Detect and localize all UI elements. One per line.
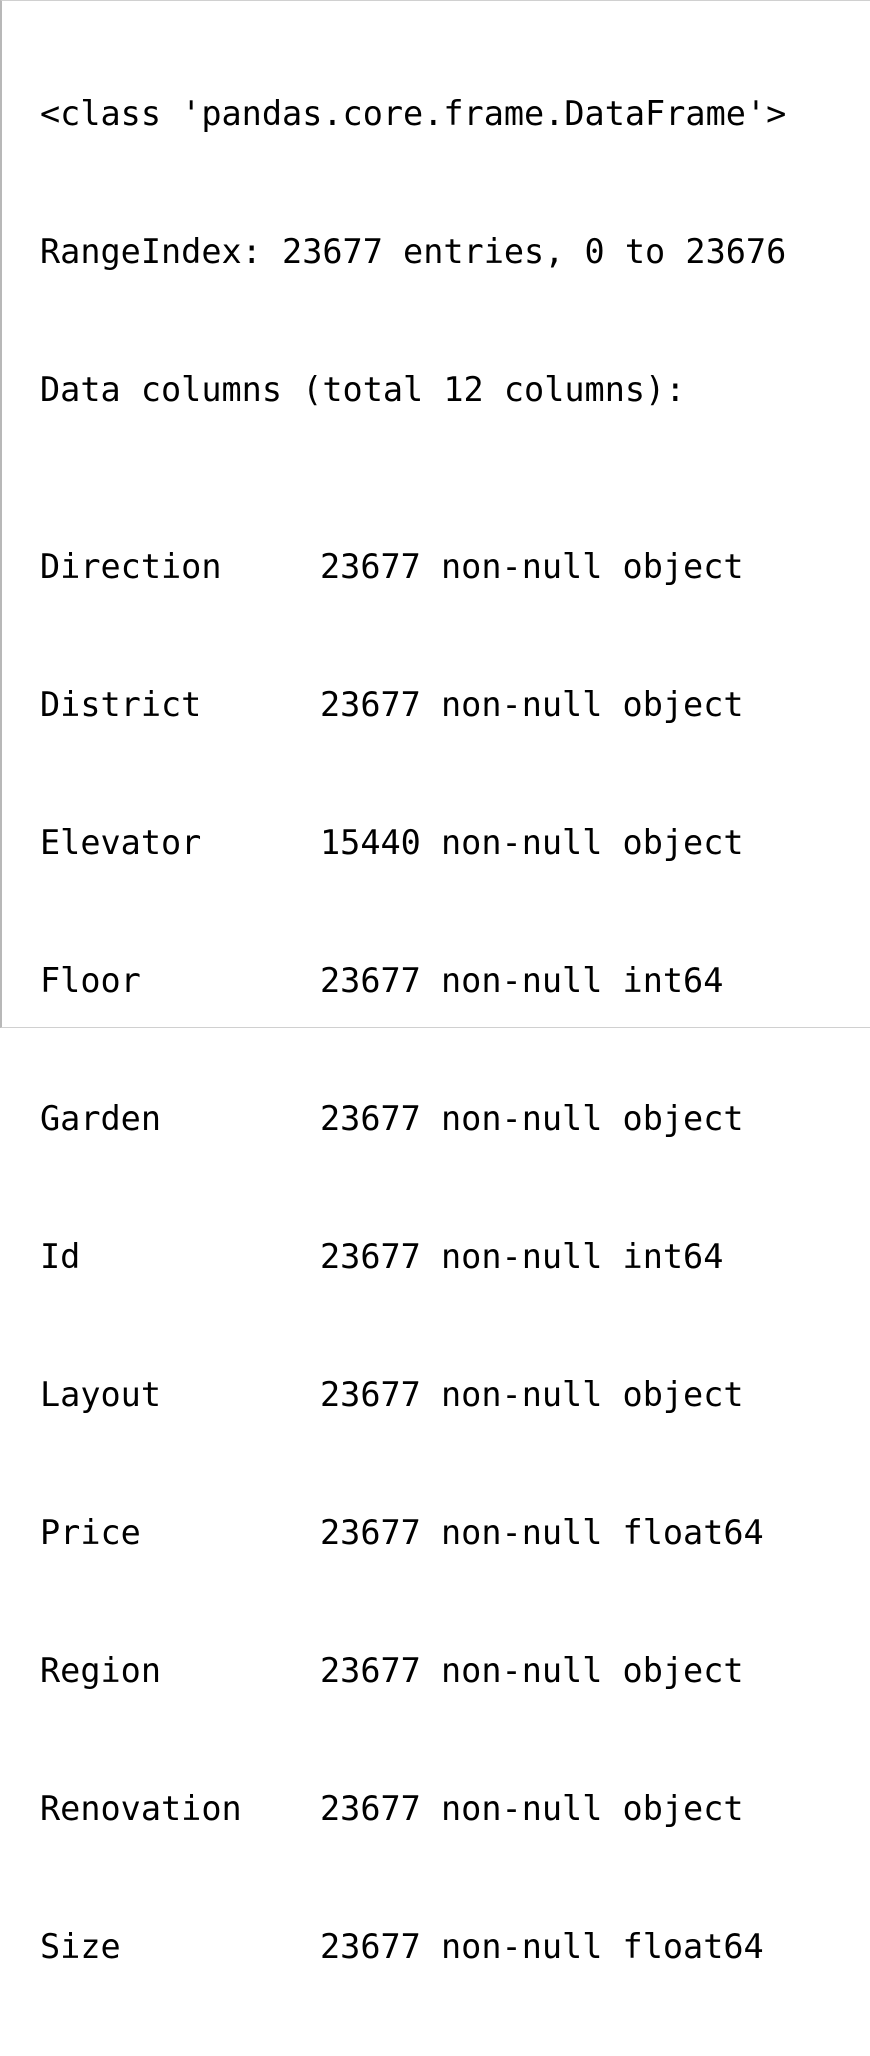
column-stats: 15440 non-null object (320, 816, 744, 870)
column-row-garden: Garden 23677 non-null object (40, 1092, 870, 1152)
column-dtype: object (622, 547, 744, 586)
column-stats: 23677 non-null object (320, 540, 744, 594)
column-name: Size (40, 1927, 121, 1966)
column-dtype: object (622, 823, 744, 862)
column-dtype: int64 (622, 1237, 724, 1276)
column-row-elevator: Elevator 15440 non-null object (40, 816, 870, 876)
column-dtype: object (622, 1375, 744, 1414)
column-stats: 23677 non-null object (320, 1368, 744, 1422)
column-row-district: District 23677 non-null object (40, 678, 870, 738)
column-stats: 23677 non-null object (320, 1782, 744, 1836)
non-null-label: non-null (441, 1513, 603, 1552)
non-null-count: 23677 (320, 1927, 421, 1966)
non-null-label: non-null (441, 1789, 603, 1828)
class-line: <class 'pandas.core.frame.DataFrame'> (40, 94, 787, 133)
column-dtype: float64 (622, 1513, 764, 1552)
non-null-label: non-null (441, 547, 603, 586)
column-row-renovation: Renovation 23677 non-null object (40, 1782, 870, 1842)
column-dtype: object (622, 1789, 744, 1828)
non-null-label: non-null (441, 823, 603, 862)
column-dtype: object (622, 1651, 744, 1690)
non-null-label: non-null (441, 961, 603, 1000)
non-null-label: non-null (441, 1927, 603, 1966)
non-null-count: 15440 (320, 823, 421, 862)
column-stats: 23677 non-null object (320, 1092, 744, 1146)
non-null-label: non-null (441, 1237, 603, 1276)
column-stats: 23677 non-null float64 (320, 1506, 764, 1560)
column-stats: 23677 non-null float64 (320, 1920, 764, 1974)
non-null-count: 23677 (320, 1099, 421, 1138)
data-columns-line: Data columns (total 12 columns): (40, 370, 686, 409)
non-null-count: 23677 (320, 1651, 421, 1690)
column-stats: 23677 non-null object (320, 1644, 744, 1698)
non-null-label: non-null (441, 1375, 603, 1414)
column-row-size: Size 23677 non-null float64 (40, 1920, 870, 1980)
non-null-count: 23677 (320, 1375, 421, 1414)
column-name: Elevator (40, 823, 202, 862)
non-null-label: non-null (441, 1099, 603, 1138)
range-index-line: RangeIndex: 23677 entries, 0 to 23676 (40, 232, 787, 271)
column-stats: 23677 non-null object (320, 678, 744, 732)
non-null-count: 23677 (320, 1789, 421, 1828)
column-row-id: Id 23677 non-null int64 (40, 1230, 870, 1290)
non-null-count: 23677 (320, 1513, 421, 1552)
column-row-price: Price 23677 non-null float64 (40, 1506, 870, 1566)
non-null-label: non-null (441, 685, 603, 724)
column-name: Region (40, 1651, 162, 1690)
non-null-label: non-null (441, 1651, 603, 1690)
non-null-count: 23677 (320, 685, 421, 724)
column-name: Id (40, 1237, 81, 1276)
column-name: Floor (40, 961, 141, 1000)
column-row-region: Region 23677 non-null object (40, 1644, 870, 1704)
column-dtype: object (622, 1099, 744, 1138)
column-name: Direction (40, 547, 222, 586)
column-dtype: object (622, 685, 744, 724)
output-cell: <class 'pandas.core.frame.DataFrame'> Ra… (0, 0, 870, 1966)
column-name: District (40, 685, 202, 724)
non-null-count: 23677 (320, 961, 421, 1000)
column-stats: 23677 non-null int64 (320, 954, 723, 1008)
column-row-floor: Floor 23677 non-null int64 (40, 954, 870, 1014)
column-name: Renovation (40, 1789, 242, 1828)
column-stats: 23677 non-null int64 (320, 1230, 723, 1284)
column-name: Garden (40, 1099, 162, 1138)
column-row-direction: Direction 23677 non-null object (40, 540, 870, 600)
dataframe-info-output: <class 'pandas.core.frame.DataFrame'> Ra… (40, 9, 870, 2056)
non-null-count: 23677 (320, 547, 421, 586)
column-row-layout: Layout 23677 non-null object (40, 1368, 870, 1428)
non-null-count: 23677 (320, 1237, 421, 1276)
column-dtype: float64 (622, 1927, 764, 1966)
column-dtype: int64 (622, 961, 724, 1000)
column-name: Layout (40, 1375, 162, 1414)
column-name: Price (40, 1513, 141, 1552)
